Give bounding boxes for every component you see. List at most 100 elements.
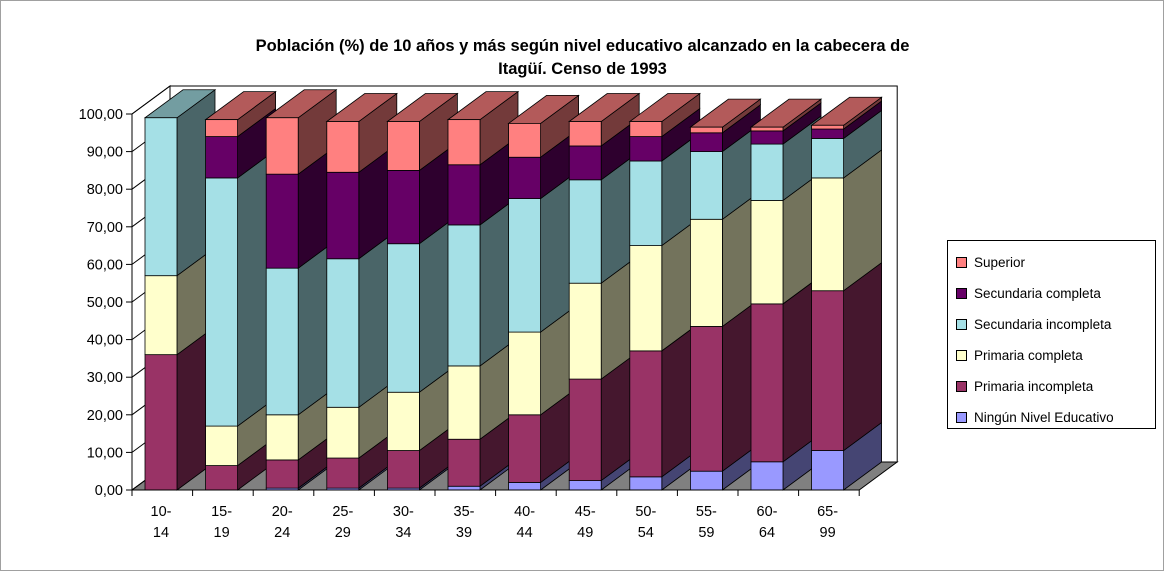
bar-segment-5-8 bbox=[629, 121, 663, 137]
y-tick-label: 90,00 bbox=[87, 145, 123, 161]
bar-segment-4-4 bbox=[386, 169, 420, 245]
bar-segment-4-9 bbox=[690, 132, 723, 153]
bar-segment-1-9 bbox=[690, 326, 723, 472]
x-tick-label: 25- bbox=[332, 504, 353, 520]
bar-segment-2-7 bbox=[568, 282, 602, 380]
bar-segment-3-5 bbox=[447, 224, 481, 367]
bar-segment-5-5 bbox=[447, 119, 481, 166]
bar-segment-1-10 bbox=[750, 303, 784, 463]
x-tick-label: 35- bbox=[454, 504, 475, 520]
bar-segment-2-6 bbox=[508, 331, 542, 416]
x-tick-label: 30- bbox=[393, 504, 414, 520]
y-tick-label: 30,00 bbox=[87, 370, 123, 386]
bar-segment-3-6 bbox=[508, 198, 542, 333]
bar-segment-4-10 bbox=[750, 130, 784, 145]
bar-segment-2-9 bbox=[690, 218, 723, 327]
bar-segment-1-6 bbox=[508, 414, 542, 483]
x-tick-label: 34 bbox=[395, 525, 411, 541]
legend-item: Secundaria completa bbox=[956, 278, 1155, 309]
x-tick-label: 64 bbox=[759, 525, 775, 541]
y-gridline-side bbox=[131, 85, 171, 115]
bar-segment-0-5 bbox=[447, 485, 481, 491]
x-tick-label: 99 bbox=[820, 525, 836, 541]
legend-swatch bbox=[956, 381, 967, 392]
bar-segment-4-8 bbox=[629, 136, 663, 162]
legend-item: Superior bbox=[956, 247, 1155, 278]
bar-segment-3-10 bbox=[750, 143, 784, 201]
bar-segment-1-5 bbox=[447, 438, 481, 487]
x-tick-label: 24 bbox=[274, 525, 290, 541]
y-tick-label: 60,00 bbox=[87, 257, 123, 273]
bar-segment-2-1 bbox=[205, 425, 239, 466]
bar-segment-0-11 bbox=[811, 450, 844, 491]
x-tick-label: 44 bbox=[517, 525, 533, 541]
x-tick-label: 55- bbox=[696, 504, 717, 520]
legend: Superior Secundaria completa Secundaria in… bbox=[947, 240, 1156, 429]
x-tick-label: 59 bbox=[698, 525, 714, 541]
bar-segment-5-3 bbox=[326, 121, 360, 173]
bar-segment-1-0 bbox=[144, 354, 178, 491]
x-tick-label: 50- bbox=[635, 504, 656, 520]
bar-segment-1-2 bbox=[265, 459, 299, 489]
legend-label: Ningún Nivel Educativo bbox=[974, 410, 1114, 425]
legend-item: Secundaria incompleta bbox=[956, 309, 1155, 340]
bar-segment-3-0 bbox=[144, 117, 178, 277]
x-tick-label: 60- bbox=[757, 504, 778, 520]
bar-segment-1-4 bbox=[386, 450, 420, 489]
bar-segment-5-1 bbox=[205, 119, 239, 137]
bar-segment-2-5 bbox=[447, 365, 481, 440]
bar-segment-1-7 bbox=[568, 378, 602, 481]
y-tick-label: 100,00 bbox=[79, 107, 123, 123]
legend-label: Secundaria incompleta bbox=[974, 317, 1112, 332]
x-tick-label: 14 bbox=[153, 525, 169, 541]
bar-segment-0-7 bbox=[568, 480, 602, 491]
bar-segment-4-1 bbox=[205, 136, 239, 179]
bar-segment-4-5 bbox=[447, 164, 481, 226]
chart-title-line-1: Población (%) de 10 años y más según niv… bbox=[255, 37, 910, 55]
x-tick-label: 20- bbox=[272, 504, 293, 520]
x-tick-label: 54 bbox=[638, 525, 654, 541]
bar-segment-4-3 bbox=[326, 171, 360, 260]
bar-segment-3-4 bbox=[386, 243, 420, 393]
bar-segment-3-8 bbox=[629, 160, 663, 246]
y-tick-label: 0,00 bbox=[95, 483, 123, 499]
bar-segment-3-3 bbox=[326, 258, 360, 408]
x-tick-label: 40- bbox=[514, 504, 535, 520]
x-tick-label: 15- bbox=[211, 504, 232, 520]
y-tick-label: 50,00 bbox=[87, 295, 123, 311]
bar-segment-3-1 bbox=[205, 177, 239, 427]
bar-segment-5-2 bbox=[265, 117, 299, 175]
bar-segment-1-11 bbox=[811, 290, 844, 451]
y-tick-label: 10,00 bbox=[87, 445, 123, 461]
y-tick-label: 20,00 bbox=[87, 408, 123, 424]
legend-label: Secundaria completa bbox=[974, 286, 1101, 301]
bar-segment-0-6 bbox=[508, 482, 542, 491]
legend-swatch bbox=[956, 319, 967, 330]
legend-item: Primaria completa bbox=[956, 340, 1155, 371]
bar-segment-1-1 bbox=[205, 465, 239, 491]
bar-segment-5-7 bbox=[568, 121, 602, 147]
bar-segment-4-2 bbox=[265, 173, 299, 269]
legend-swatch bbox=[956, 257, 967, 268]
legend-swatch bbox=[956, 412, 967, 423]
bar-side-1-11 bbox=[843, 261, 882, 452]
bar-segment-3-7 bbox=[568, 179, 602, 284]
legend-item: Primaria incompleta bbox=[956, 371, 1155, 402]
bar-segment-5-6 bbox=[508, 123, 542, 158]
bar-segment-2-3 bbox=[326, 406, 360, 459]
bar-segment-2-0 bbox=[144, 275, 178, 356]
legend-label: Superior bbox=[974, 255, 1026, 270]
bar-segment-1-8 bbox=[629, 350, 663, 478]
bar-segment-2-11 bbox=[811, 177, 844, 292]
x-tick-label: 39 bbox=[456, 525, 472, 541]
x-tick-label: 10- bbox=[151, 504, 172, 520]
bar-segment-2-8 bbox=[629, 245, 663, 352]
bar-segment-5-4 bbox=[386, 121, 420, 171]
bar-segment-5-9 bbox=[690, 126, 723, 134]
bar-segment-4-11 bbox=[811, 128, 844, 139]
x-tick-label: 65- bbox=[817, 504, 838, 520]
y-tick-label: 40,00 bbox=[87, 333, 123, 349]
legend-label: Primaria completa bbox=[974, 348, 1083, 363]
x-tick-label: 49 bbox=[577, 525, 593, 541]
